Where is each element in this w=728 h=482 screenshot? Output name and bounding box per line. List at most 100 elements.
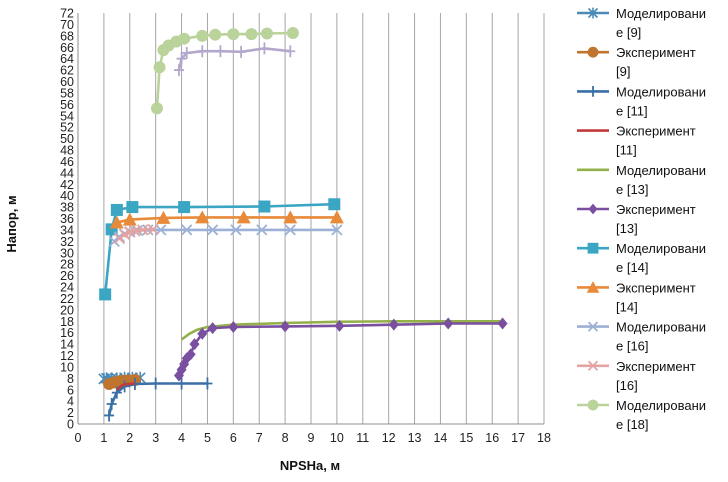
- y-tick-label: 46: [60, 155, 74, 169]
- data-point: [443, 317, 454, 330]
- data-point: [256, 224, 268, 236]
- x-tick-label: 2: [126, 431, 133, 445]
- y-tick-label: 32: [60, 235, 74, 249]
- x-tick-label: 16: [485, 431, 499, 445]
- data-point: [328, 198, 341, 211]
- data-point: [99, 288, 112, 301]
- x-tick-label: 15: [459, 431, 473, 445]
- x-tick-label: 10: [330, 431, 344, 445]
- y-tick-label: 34: [60, 223, 74, 237]
- y-tick-label: 42: [60, 178, 74, 192]
- data-point: [227, 28, 240, 41]
- legend-label: Моделировани е [16]: [616, 320, 706, 354]
- legend-label: Эксперимент [11]: [616, 124, 696, 158]
- data-point: [245, 28, 258, 41]
- data-point: [147, 223, 159, 235]
- y-tick-label: 30: [60, 246, 74, 260]
- x-tick-label: 3: [152, 431, 159, 445]
- series-line: [115, 382, 136, 391]
- y-tick-label: 10: [60, 360, 74, 374]
- data-point: [104, 409, 115, 422]
- data-point: [207, 322, 218, 335]
- data-point: [206, 224, 219, 236]
- y-tick-label: 60: [60, 75, 74, 89]
- series-line: [177, 322, 503, 377]
- data-point: [197, 45, 208, 58]
- legend-marker: [587, 360, 599, 371]
- data-point: [109, 215, 124, 229]
- data-point: [178, 32, 191, 45]
- y-tick-label: 54: [60, 109, 74, 123]
- x-axis-title: NPSHa, м: [280, 458, 340, 473]
- y-tick-label: 24: [60, 281, 74, 295]
- x-tick-label: 5: [204, 431, 211, 445]
- y-tick-label: 40: [60, 189, 74, 203]
- x-tick-label: 0: [75, 431, 82, 445]
- x-tick-labels: 0 1 2 3 4 5 6 7 8 9 10 11 12 13 14 15 16 17 18: [75, 431, 551, 445]
- series-line: [180, 319, 500, 341]
- legend-label: Моделировани е [13]: [616, 163, 706, 197]
- data-point: [497, 317, 508, 330]
- legend-entry: Эксперимент [16]: [577, 359, 696, 393]
- data-point: [106, 398, 117, 411]
- y-tick-label: 6: [67, 383, 74, 397]
- series-11: [173, 42, 296, 77]
- gridlines: [103, 13, 545, 424]
- data-point: [126, 201, 139, 214]
- data-point: [176, 52, 187, 65]
- x-tick-label: 11: [356, 431, 369, 445]
- y-tick-label: 70: [60, 18, 74, 32]
- data-point: [388, 318, 399, 331]
- y-tick-label: 22: [60, 292, 74, 306]
- legend-entry: Эксперимент [14]: [577, 280, 696, 314]
- legend-entry: Моделировани е [16]: [577, 320, 706, 354]
- x-tick-label: 12: [382, 431, 396, 445]
- legend-marker: [587, 321, 599, 332]
- legend-entry: Моделировани е [9]: [577, 6, 706, 40]
- series-5: [173, 317, 508, 382]
- data-point: [228, 320, 239, 333]
- x-tick-label: 4: [178, 431, 185, 445]
- series-7: [109, 210, 344, 229]
- legend-entry: Моделировани е [18]: [577, 398, 706, 432]
- data-point: [156, 210, 171, 224]
- y-tick-label: 50: [60, 132, 74, 146]
- data-point: [331, 224, 343, 236]
- legend-marker: [586, 281, 600, 293]
- x-tick-label: 17: [511, 431, 525, 445]
- legend-marker: [588, 203, 598, 215]
- data-point: [150, 102, 163, 115]
- data-point: [334, 319, 345, 332]
- data-point: [150, 377, 161, 390]
- data-point: [284, 224, 296, 236]
- y-tick-label: 12: [60, 349, 74, 363]
- legend-entry: Моделировани е [11]: [577, 84, 706, 118]
- series-4: [180, 319, 500, 341]
- series-9: [113, 223, 159, 245]
- legend-label: Эксперимент [16]: [616, 359, 696, 393]
- y-tick-labels: 0246810121416182022242628303234363840424…: [60, 7, 74, 432]
- legend-marker: [587, 242, 599, 254]
- data-point: [236, 210, 251, 224]
- x-tick-label: 8: [282, 431, 289, 445]
- legend-marker: [587, 399, 599, 411]
- y-tick-label: 4: [67, 395, 74, 409]
- y-tick-label: 68: [60, 29, 74, 43]
- legend-label: Моделировани е [18]: [616, 398, 706, 432]
- legend-label: Эксперимент [9]: [616, 45, 696, 79]
- data-point: [329, 210, 344, 224]
- y-tick-label: 62: [60, 64, 74, 78]
- x-tick-label: 6: [230, 431, 237, 445]
- data-point: [122, 212, 137, 226]
- data-point: [173, 64, 184, 77]
- y-tick-label: 0: [67, 418, 74, 432]
- data-point: [178, 201, 191, 214]
- legend-entry: Эксперимент [9]: [577, 45, 696, 79]
- legend-entry: Моделировани е [14]: [577, 241, 706, 275]
- x-tick-label: 13: [408, 431, 422, 445]
- y-tick-label: 28: [60, 258, 74, 272]
- y-tick-label: 26: [60, 269, 74, 283]
- legend-label: Эксперимент [14]: [616, 280, 696, 314]
- data-point: [236, 45, 247, 58]
- y-tick-label: 44: [60, 166, 74, 180]
